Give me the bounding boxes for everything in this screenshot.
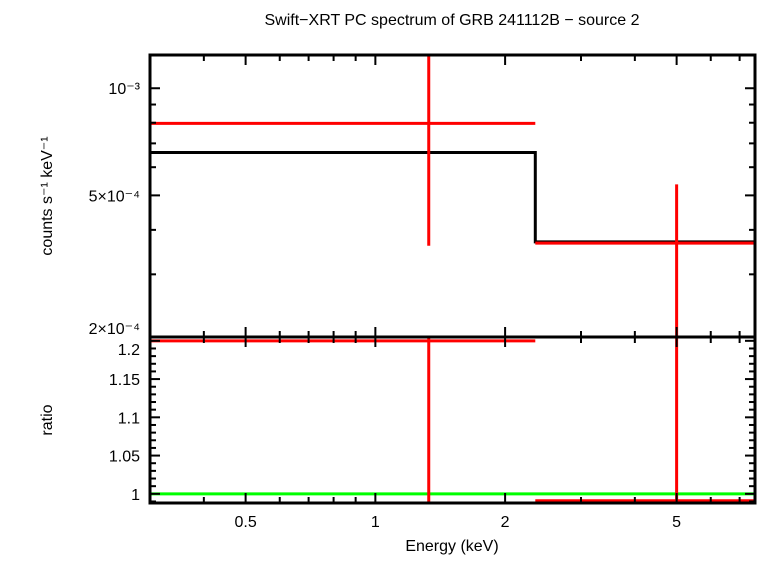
chart-title: Swift−XRT PC spectrum of GRB 241112B − s… <box>265 12 640 29</box>
y-tick-label-top-2: 2×10⁻⁴ <box>89 321 140 338</box>
y-axis-label-bottom: ratio <box>39 404 56 435</box>
y-axis-label-top: counts s⁻¹ keV⁻¹ <box>39 136 56 255</box>
x-tick-label-0: 0.5 <box>234 514 256 531</box>
y-tick-label-top-0: 10⁻³ <box>108 81 140 98</box>
y-tick-label-bottom-1: 1.15 <box>109 372 140 389</box>
model-step-line <box>150 150 755 244</box>
y-tick-label-top-1: 5×10⁻⁴ <box>89 188 140 205</box>
y-tick-label-bottom-4: 1 <box>131 487 140 504</box>
x-tick-label-2: 2 <box>501 514 510 531</box>
x-tick-label-1: 1 <box>371 514 380 531</box>
bottom-panel-frame <box>148 335 757 505</box>
y-tick-label-bottom-0: 1.2 <box>118 342 140 359</box>
x-axis-label: Energy (keV) <box>405 538 498 555</box>
x-tick-label-3: 5 <box>672 514 681 531</box>
y-tick-label-bottom-3: 1.05 <box>109 449 140 466</box>
top-panel-frame <box>148 53 757 339</box>
y-tick-label-bottom-2: 1.1 <box>118 410 140 427</box>
